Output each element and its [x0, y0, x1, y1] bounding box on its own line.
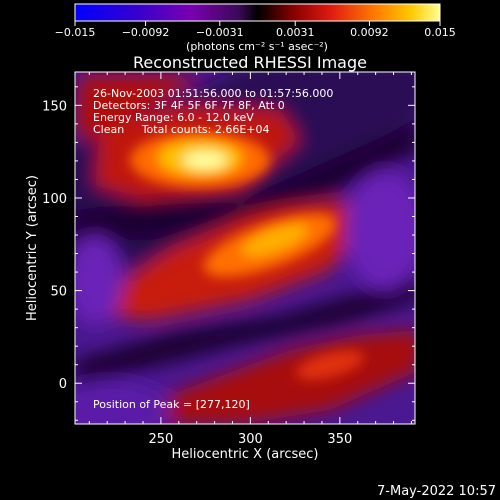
colorbar-gradient — [74, 3, 441, 22]
white-hot-peak — [183, 151, 227, 169]
chart-title: Reconstructed RHESSI Image — [133, 53, 367, 72]
colorbar-tick-label: −0.0031 — [196, 26, 244, 39]
y-axis-label: Heliocentric Y (arcsec) — [25, 175, 40, 321]
colorbar-tick-label: −0.015 — [55, 26, 96, 39]
annotation-detectors: Detectors: 3F 4F 5F 6F 7F 8F, Att 0 — [93, 99, 285, 112]
y-tick-label: 50 — [50, 285, 67, 300]
y-tick-label: 100 — [42, 192, 67, 207]
footer-date: 7-May-2022 10:57 — [377, 484, 496, 499]
emission-band-top — [75, 75, 200, 140]
annotation-energy: Energy Range: 6.0 - 12.0 keV — [93, 111, 254, 124]
annotation-clean: Clean Total counts: 2.66E+04 — [93, 123, 270, 136]
purple-lobe-right — [345, 170, 415, 290]
plot-frame — [74, 71, 416, 425]
colorbar-unit-label: (photons cm⁻² s⁻¹ asec⁻²) — [186, 40, 328, 53]
yellow-core-middle — [241, 224, 309, 256]
annotation-time: 26-Nov-2003 01:51:56.000 to 01:57:56.000 — [93, 87, 333, 100]
colorbar-ticks: −0.015 −0.0092 −0.0031 0.0031 0.0092 0.015 — [55, 21, 456, 39]
x-tick-label: 300 — [238, 432, 263, 447]
annotation-block: 26-Nov-2003 01:51:56.000 to 01:57:56.000… — [93, 87, 333, 136]
x-axis-label: Heliocentric X (arcsec) — [172, 447, 319, 462]
colorbar-tick-label: −0.0092 — [122, 26, 170, 39]
colorbar-tick-label: 0.015 — [424, 26, 456, 39]
x-tick-label: 250 — [148, 432, 173, 447]
dark-seam-upper — [75, 122, 415, 240]
x-tick-label: 350 — [327, 432, 352, 447]
colorbar-tick-label: 0.0092 — [350, 26, 389, 39]
orange-spot-lower — [296, 350, 364, 380]
colorbar-tick-label: 0.0031 — [276, 26, 315, 39]
purple-lobe-left — [75, 235, 123, 325]
peak-position-label: Position of Peak = [277,120] — [93, 398, 250, 411]
dark-seam-lower — [75, 276, 415, 385]
y-tick-label: 0 — [59, 377, 67, 392]
colorbar: −0.015 −0.0092 −0.0031 0.0031 0.0092 0.015 (p… — [55, 3, 456, 53]
heatmap-image — [75, 72, 415, 424]
purple-lobe-bottom — [75, 380, 170, 424]
y-tick-label: 150 — [42, 99, 67, 114]
axis-ticks: 250 300 350 0 50 100 150 — [42, 72, 415, 447]
